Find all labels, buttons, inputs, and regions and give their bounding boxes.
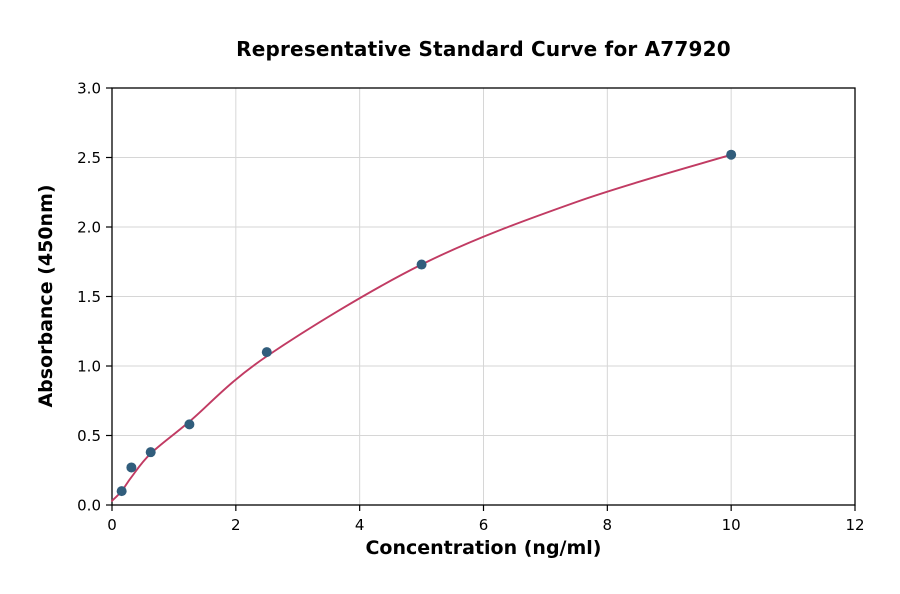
y-axis-ticks: 0.0 0.5 1.0 1.5 2.0 2.5 3.0 — [77, 80, 112, 515]
y-tick-label: 1.0 — [77, 358, 101, 376]
data-point — [126, 462, 137, 473]
x-tick-label: 4 — [355, 516, 365, 534]
data-point — [261, 347, 272, 358]
y-tick-label: 3.0 — [77, 80, 101, 98]
y-tick-label: 1.5 — [77, 288, 101, 306]
data-point — [116, 486, 127, 497]
y-tick-label: 0.5 — [77, 427, 101, 445]
y-tick-label: 2.0 — [77, 219, 101, 237]
x-axis-ticks: 0 2 4 6 8 10 12 — [107, 505, 865, 534]
fit-curve — [111, 153, 733, 502]
data-point — [416, 259, 427, 270]
x-tick-label: 6 — [479, 516, 489, 534]
data-point — [145, 447, 156, 458]
x-tick-label: 2 — [231, 516, 241, 534]
y-tick-label: 0.0 — [77, 497, 101, 515]
x-tick-label: 0 — [107, 516, 117, 534]
data-point — [184, 419, 195, 430]
x-tick-label: 12 — [845, 516, 864, 534]
grid — [111, 87, 856, 506]
x-axis-label: Concentration (ng/ml) — [365, 537, 602, 559]
data-points — [116, 149, 737, 497]
x-tick-label: 8 — [603, 516, 613, 534]
y-tick-label: 2.5 — [77, 149, 101, 167]
data-point — [726, 149, 737, 160]
chart-title: Representative Standard Curve for A77920 — [236, 37, 731, 61]
x-tick-label: 10 — [722, 516, 741, 534]
